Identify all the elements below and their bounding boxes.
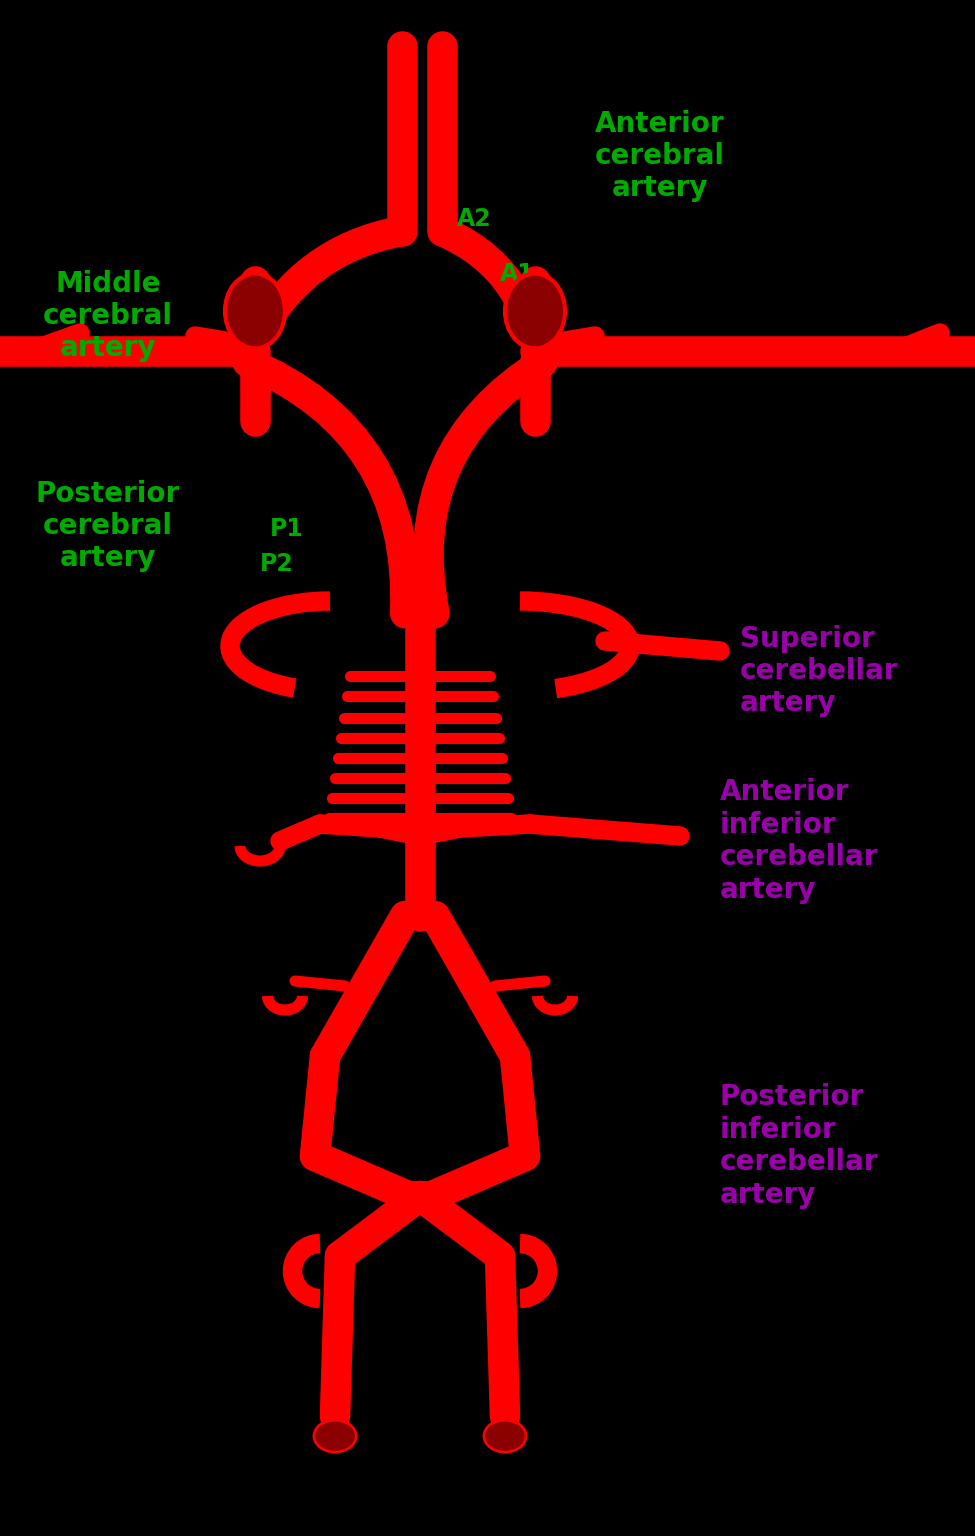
Text: Posterior
inferior
cerebellar
artery: Posterior inferior cerebellar artery	[720, 1083, 878, 1209]
Ellipse shape	[486, 1422, 524, 1450]
Text: Anterior
inferior
cerebellar
artery: Anterior inferior cerebellar artery	[720, 779, 878, 903]
Ellipse shape	[316, 1422, 354, 1450]
Text: A1: A1	[500, 263, 534, 286]
Text: A2: A2	[457, 207, 491, 230]
Text: Superior
cerebellar
artery: Superior cerebellar artery	[740, 625, 899, 717]
Ellipse shape	[227, 276, 283, 346]
Text: Anterior
cerebral
artery: Anterior cerebral artery	[595, 109, 725, 203]
Text: P2: P2	[260, 551, 293, 576]
Text: Middle
cerebral
artery: Middle cerebral artery	[43, 270, 173, 362]
Text: Posterior
cerebral
artery: Posterior cerebral artery	[36, 479, 180, 573]
Text: P1: P1	[270, 518, 304, 541]
Ellipse shape	[508, 276, 563, 346]
